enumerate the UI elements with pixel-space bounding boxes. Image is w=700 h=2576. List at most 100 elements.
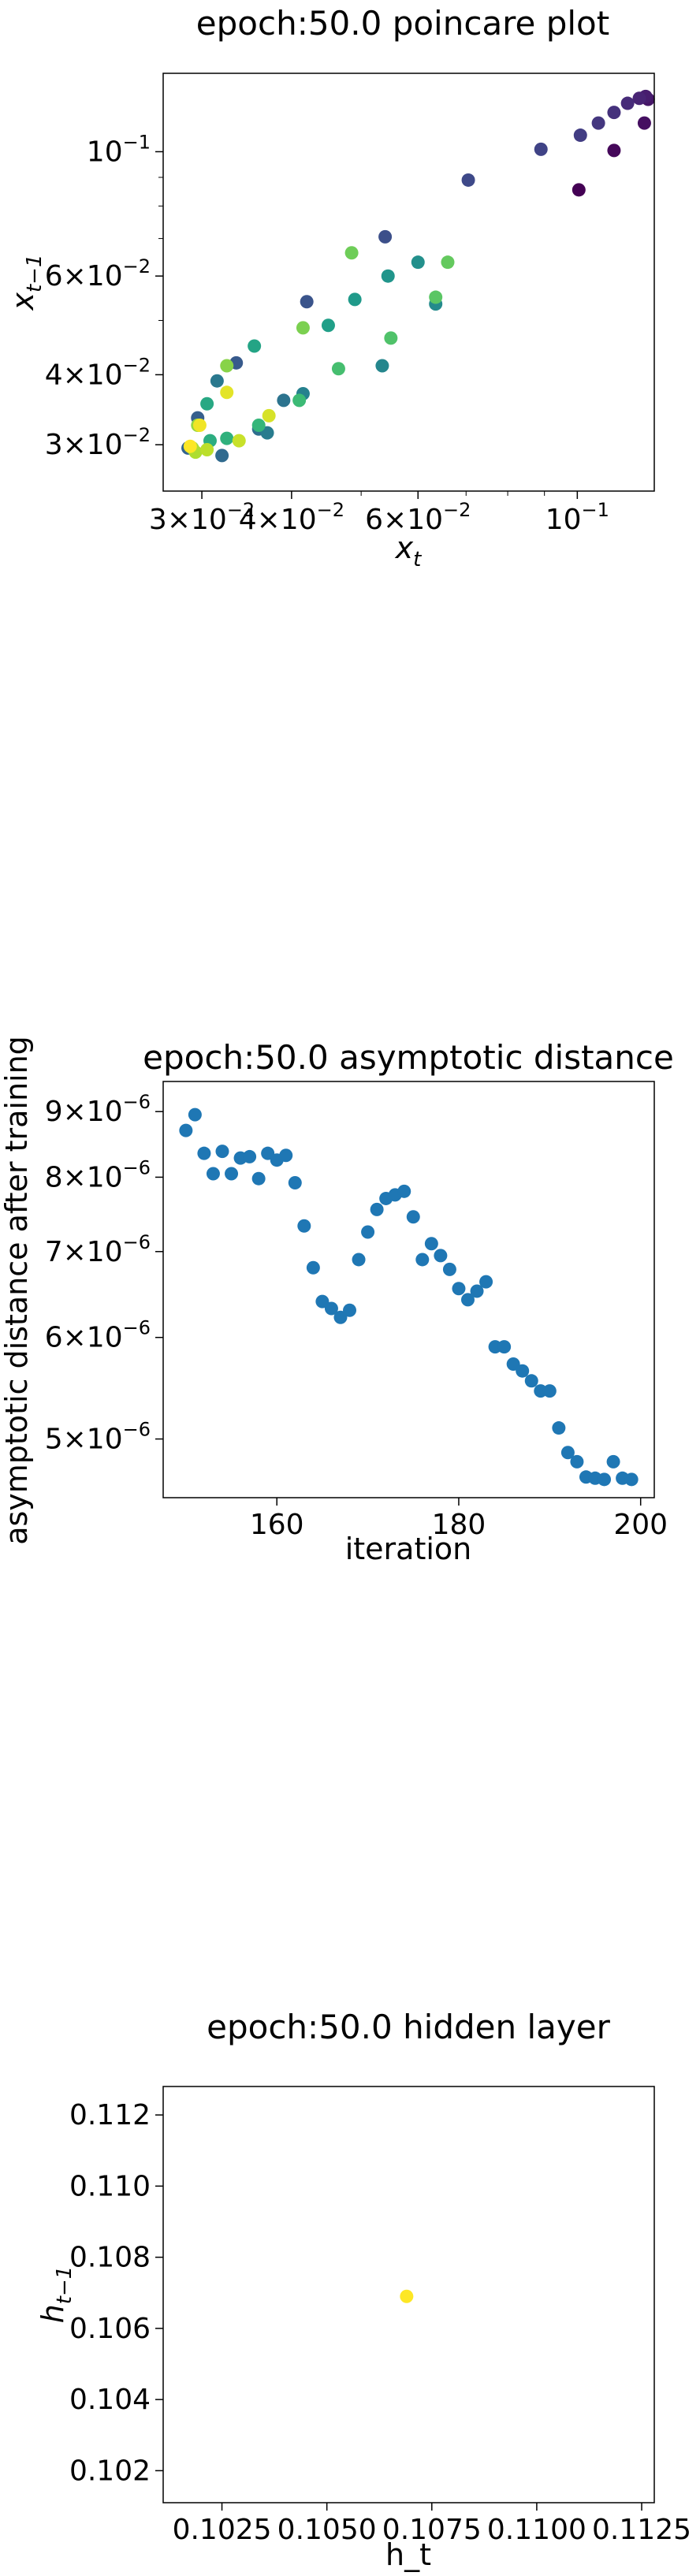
- data-point: [260, 426, 274, 440]
- chart-title: epoch:50.0 hidden layer: [207, 2008, 610, 2046]
- tick-label-base: 4×10: [45, 359, 123, 391]
- plot-frame: [162, 1081, 655, 1498]
- data-point: [637, 116, 651, 130]
- y-tick-label: 0.110: [69, 2170, 151, 2202]
- tick-label-base: 10: [87, 136, 123, 168]
- y-tick-label: 7×10−6: [45, 1231, 151, 1268]
- x-tick-label: 0.1100: [487, 2514, 586, 2546]
- data-point: [343, 1303, 357, 1317]
- data-point: [279, 1148, 293, 1163]
- data-point: [251, 1171, 266, 1186]
- y-tick-label: 10−1: [87, 131, 151, 168]
- tick-label-base: 7×10: [45, 1236, 123, 1268]
- data-point: [570, 1454, 584, 1469]
- axis-ticks: 3×10−24×10−2 6×10−2 10−13×10−24×10−26×10−2…: [45, 131, 609, 536]
- y-tick-label: 0.112: [69, 2099, 151, 2131]
- data-point: [262, 408, 276, 423]
- data-point: [607, 106, 621, 120]
- x-axis-label: iteration: [345, 1532, 472, 1566]
- y-tick-label: 0.102: [69, 2455, 151, 2487]
- tick-label-exponent: −6: [123, 1156, 151, 1178]
- data-point: [598, 1472, 612, 1487]
- data-points: [400, 2289, 414, 2303]
- data-point: [424, 1237, 438, 1251]
- data-point: [632, 91, 646, 106]
- data-point: [243, 1149, 257, 1163]
- data-point: [607, 143, 621, 158]
- data-point: [321, 318, 335, 333]
- tick-label-exponent: −6: [123, 1091, 151, 1113]
- x-tick-label: 160: [250, 1509, 304, 1541]
- y-axis-label-main: h: [35, 2304, 70, 2323]
- data-points: [181, 89, 655, 463]
- y-tick-label: 4×10−2: [45, 354, 151, 391]
- data-point: [415, 1253, 430, 1267]
- x-tick-label: 0.1075: [382, 2514, 482, 2546]
- data-point: [188, 1107, 202, 1122]
- data-point: [384, 331, 398, 345]
- data-point: [429, 290, 443, 304]
- x-axis-label: xt: [395, 530, 423, 571]
- data-point: [348, 292, 362, 307]
- x-tick-label: 10−1: [545, 499, 609, 536]
- data-point: [352, 1253, 366, 1267]
- data-point: [442, 1262, 456, 1276]
- plot-frame: [162, 73, 655, 492]
- x-tick-label: 200: [613, 1509, 668, 1541]
- data-point: [333, 1310, 348, 1324]
- x-tick-label: 0.1125: [592, 2514, 691, 2546]
- x-tick-label: 6×10−2: [365, 499, 471, 536]
- data-point: [225, 1167, 239, 1181]
- y-axis-label-main: x: [6, 292, 40, 311]
- data-point: [406, 1210, 420, 1224]
- data-point: [624, 1472, 639, 1487]
- y-axis-label: ht−1: [35, 2266, 76, 2324]
- y-tick-label: 0.108: [69, 2242, 151, 2274]
- data-point: [497, 1340, 512, 1354]
- data-point: [461, 173, 475, 187]
- x-tick-label: 0.1025: [173, 2514, 272, 2546]
- data-point: [534, 142, 548, 156]
- data-point: [210, 374, 224, 388]
- data-point: [300, 295, 314, 309]
- chart-title: epoch:50.0 poincare plot: [196, 4, 609, 43]
- y-tick-label: 6×10−6: [45, 1317, 151, 1354]
- tick-label-base: 6×10: [45, 1322, 123, 1354]
- data-point: [220, 385, 234, 400]
- data-points: [179, 1107, 639, 1487]
- data-point: [591, 116, 605, 130]
- tick-label-base: 9×10: [45, 1096, 123, 1128]
- tick-label-exponent: −2: [443, 499, 471, 521]
- tick-label-exponent: −1: [123, 131, 151, 153]
- x-tick-label: 0.1050: [277, 2514, 377, 2546]
- data-point: [434, 1249, 448, 1263]
- data-point: [552, 1421, 566, 1435]
- data-point: [400, 2289, 414, 2303]
- tick-label-exponent: −6: [123, 1317, 151, 1339]
- asymptotic-distance-plot: epoch:50.0 asymptotic distance 160 180 200…: [0, 1036, 674, 1566]
- y-axis-label: xt−1: [6, 254, 47, 311]
- y-tick-label: 0.104: [69, 2384, 151, 2416]
- tick-label-exponent: −2: [123, 255, 151, 277]
- tick-label-base: 8×10: [45, 1161, 123, 1193]
- y-tick-label: 9×10−6: [45, 1091, 151, 1128]
- tick-label-exponent: −6: [123, 1231, 151, 1253]
- y-tick-label: 0.106: [69, 2313, 151, 2345]
- data-point: [344, 246, 359, 260]
- data-point: [206, 1167, 220, 1181]
- data-point: [542, 1384, 557, 1398]
- data-point: [378, 229, 393, 244]
- data-point: [470, 1284, 484, 1298]
- data-point: [315, 1294, 330, 1308]
- tick-label-base: 3×10: [45, 429, 123, 461]
- data-point: [479, 1275, 493, 1289]
- data-point: [200, 442, 214, 456]
- tick-label-base: 5×10: [45, 1424, 123, 1456]
- y-tick-label: 6×10−2: [45, 255, 151, 292]
- x-tick-label: 3×10−2: [149, 499, 255, 536]
- data-point: [370, 1202, 384, 1216]
- y-axis-label-subscript: t−1: [53, 2266, 76, 2305]
- data-point: [411, 255, 425, 270]
